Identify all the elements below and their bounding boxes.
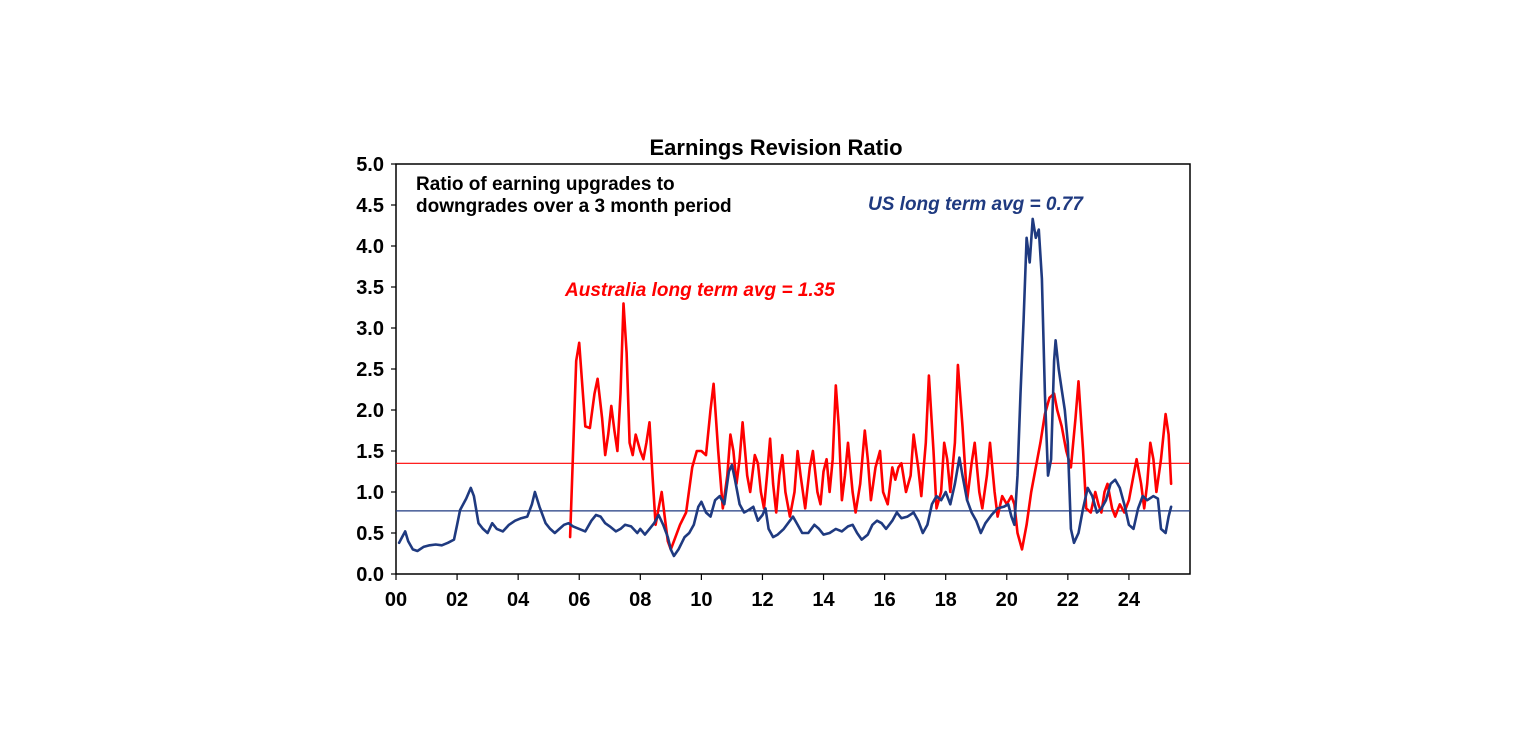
series-lines bbox=[397, 217, 1173, 558]
x-tick-label: 16 bbox=[873, 589, 895, 611]
chart-title: Earnings Revision Ratio bbox=[649, 135, 902, 160]
annotation-line-1: Ratio of earning upgrades to bbox=[416, 174, 675, 195]
x-tick-label: 24 bbox=[1118, 589, 1141, 611]
y-tick-label: 3.0 bbox=[356, 318, 384, 340]
x-tick-label: 04 bbox=[507, 589, 530, 611]
us-series-line bbox=[397, 217, 1173, 558]
australia-avg-label: Australia long term avg = 1.35 bbox=[564, 280, 835, 301]
x-tick-label: 08 bbox=[629, 589, 651, 611]
y-tick-label: 1.5 bbox=[356, 441, 384, 463]
y-tick-label: 1.0 bbox=[356, 482, 384, 504]
y-tick-label: 5.0 bbox=[356, 154, 384, 176]
y-tick-label: 0.5 bbox=[356, 523, 384, 545]
x-tick-label: 06 bbox=[568, 589, 590, 611]
x-tick-label: 00 bbox=[385, 589, 407, 611]
x-tick-label: 20 bbox=[996, 589, 1018, 611]
us-avg-label: US long term avg = 0.77 bbox=[868, 194, 1084, 215]
x-tick-label: 02 bbox=[446, 589, 468, 611]
y-tick-label: 4.5 bbox=[356, 195, 384, 217]
x-axis: 00 02 04 06 08 10 12 14 16 18 20 22 24 bbox=[385, 574, 1141, 611]
australia-series-line bbox=[568, 302, 1173, 551]
x-tick-label: 18 bbox=[935, 589, 957, 611]
x-tick-label: 22 bbox=[1057, 589, 1079, 611]
y-axis: 0.0 0.5 1.0 1.5 2.0 2.5 3.0 3.5 4.0 4.5 5.0 bbox=[356, 154, 396, 586]
y-tick-label: 2.0 bbox=[356, 400, 384, 422]
x-tick-label: 12 bbox=[751, 589, 773, 611]
y-tick-label: 3.5 bbox=[356, 277, 384, 299]
x-tick-label: 14 bbox=[812, 589, 835, 611]
y-tick-label: 0.0 bbox=[356, 564, 384, 586]
annotation-line-2: downgrades over a 3 month period bbox=[416, 196, 732, 217]
y-tick-label: 2.5 bbox=[356, 359, 384, 381]
y-tick-label: 4.0 bbox=[356, 236, 384, 258]
x-tick-label: 10 bbox=[690, 589, 712, 611]
